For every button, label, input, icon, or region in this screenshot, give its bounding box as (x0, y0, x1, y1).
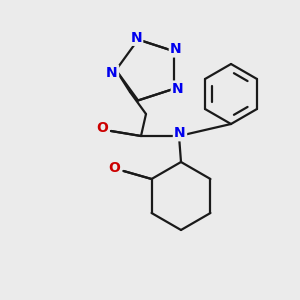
Text: N: N (130, 31, 142, 45)
Text: O: O (109, 161, 121, 175)
Text: O: O (96, 121, 108, 135)
Text: N: N (106, 66, 118, 80)
Text: N: N (170, 42, 182, 56)
Text: N: N (172, 82, 184, 96)
Text: N: N (174, 126, 186, 140)
